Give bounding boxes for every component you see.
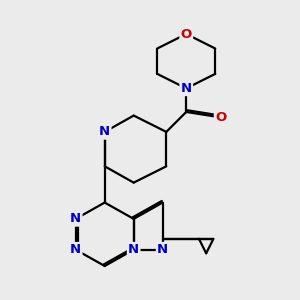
Text: N: N — [128, 243, 139, 256]
Text: N: N — [157, 243, 168, 256]
Text: O: O — [215, 111, 226, 124]
Text: N: N — [70, 212, 81, 225]
Text: O: O — [181, 28, 192, 40]
Text: N: N — [70, 243, 81, 256]
Text: N: N — [181, 82, 192, 95]
Text: N: N — [99, 125, 110, 138]
